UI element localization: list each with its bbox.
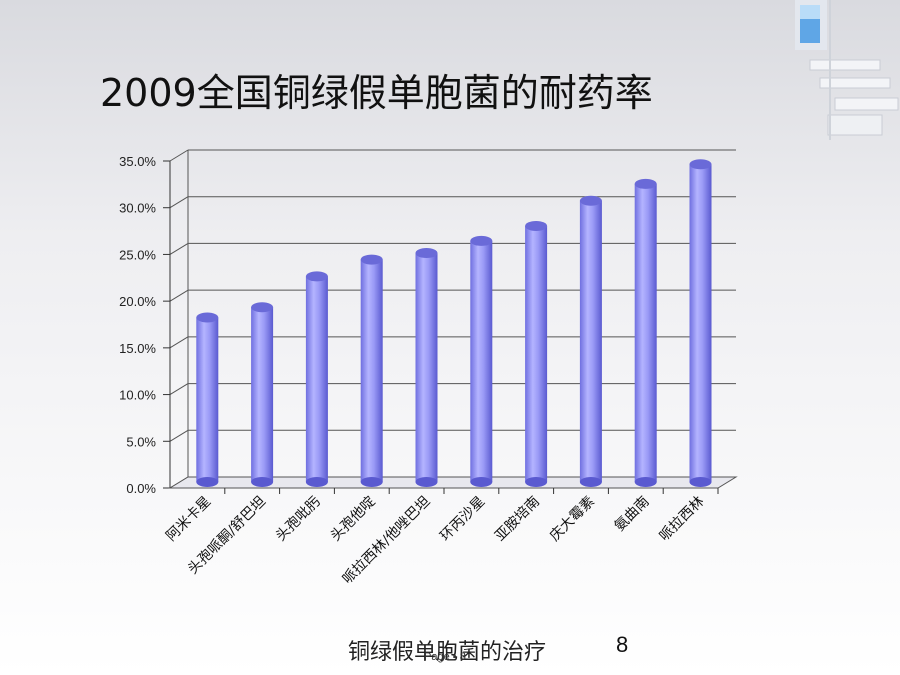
y-tick-label: 0.0% — [126, 481, 156, 496]
y-tick-label: 10.0% — [119, 388, 156, 403]
bar — [196, 312, 219, 487]
x-tick-label: 亚胺培南 — [492, 494, 543, 545]
bar-base — [360, 476, 383, 487]
slide-title: 2009全国铜绿假单胞菌的耐药率 — [100, 71, 653, 115]
bar-body — [689, 164, 712, 482]
x-tick-label: 庆大霉素 — [547, 494, 598, 545]
bar — [579, 195, 602, 487]
bar-body — [360, 259, 383, 482]
bar-top — [415, 248, 438, 259]
gridline-depth — [169, 243, 189, 255]
y-tick-label: 25.0% — [119, 247, 156, 262]
gridline-depth — [169, 196, 189, 209]
gridline-depth — [169, 289, 189, 302]
staircase-decoration-icon — [795, 0, 899, 140]
bar — [305, 271, 328, 487]
bar-top — [470, 235, 493, 246]
gridline-depth — [169, 429, 189, 442]
bar — [360, 254, 383, 487]
y-tick-label: 5.0% — [126, 434, 156, 449]
bar-body — [305, 276, 328, 482]
gridline-depth — [169, 383, 189, 395]
x-tick-label: 头孢吡肟 — [273, 494, 324, 545]
bar — [415, 248, 438, 487]
bar-top — [305, 271, 328, 282]
footer-title: 铜绿假单胞菌的治疗 — [348, 640, 547, 665]
bar-top — [251, 302, 274, 313]
bar — [689, 159, 712, 487]
bar-base — [579, 476, 602, 487]
x-tick-label: 阿米卡星 — [163, 494, 214, 545]
bar-body — [415, 253, 438, 482]
bar-top — [689, 159, 712, 170]
gridline-depth — [169, 149, 189, 162]
bar-body — [525, 225, 548, 482]
bar-base — [525, 476, 548, 487]
page-number: 8 — [616, 632, 629, 657]
x-tick-label: 头孢他啶 — [328, 494, 379, 545]
bar-body — [634, 183, 657, 482]
bar-body — [196, 317, 219, 482]
bar-base — [689, 476, 712, 487]
bar — [470, 235, 493, 487]
y-tick-label: 35.0% — [119, 154, 156, 169]
page-label: Page ▪ 8 — [424, 651, 466, 663]
bar-top — [525, 220, 548, 231]
y-tick-label: 20.0% — [119, 294, 156, 309]
bar-body — [470, 240, 493, 482]
bar-base — [634, 476, 657, 487]
x-tick-label: 环丙沙星 — [437, 494, 488, 545]
bar-top — [579, 195, 602, 206]
bar — [525, 220, 548, 487]
bar-base — [470, 476, 493, 487]
gridline-depth — [169, 336, 189, 349]
x-tick-label: 哌拉西林 — [656, 493, 708, 545]
y-tick-label: 15.0% — [119, 341, 156, 356]
x-tick-label: 氨曲南 — [612, 494, 653, 535]
bar-body — [579, 200, 602, 482]
bar — [251, 302, 274, 487]
bar-base — [415, 476, 438, 487]
bar — [634, 178, 657, 487]
bar-top — [360, 254, 383, 265]
bar-body — [251, 307, 274, 482]
bar-top — [196, 312, 219, 323]
bar-base — [196, 476, 219, 487]
bar-base — [251, 476, 274, 487]
y-tick-label: 30.0% — [119, 201, 156, 216]
bar-base — [305, 476, 328, 487]
bar-top — [634, 178, 657, 189]
